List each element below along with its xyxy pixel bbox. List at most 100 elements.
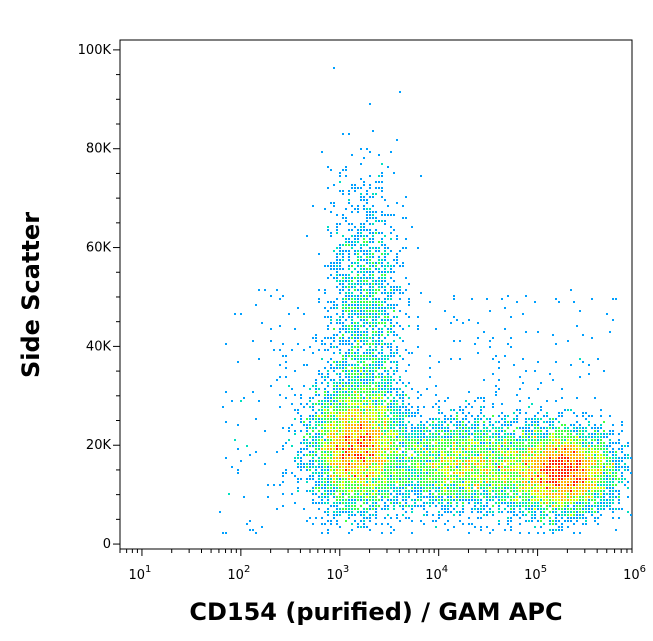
data-point <box>498 460 500 462</box>
data-point <box>531 475 533 477</box>
data-point <box>531 511 533 513</box>
data-point <box>450 478 452 480</box>
data-point <box>594 445 596 447</box>
data-point <box>303 508 305 510</box>
data-point <box>531 421 533 423</box>
data-point <box>384 370 386 372</box>
data-point <box>432 499 434 501</box>
data-point <box>363 250 365 252</box>
data-point <box>360 466 362 468</box>
data-point <box>327 478 329 480</box>
data-point <box>543 454 545 456</box>
data-point <box>507 517 509 519</box>
data-point <box>282 448 284 450</box>
x-tick-label: 106 <box>623 564 646 583</box>
data-point <box>594 427 596 429</box>
data-point <box>312 409 314 411</box>
data-point <box>360 325 362 327</box>
data-point <box>321 499 323 501</box>
data-point <box>345 292 347 294</box>
data-point <box>537 439 539 441</box>
data-point <box>543 472 545 474</box>
data-point <box>558 508 560 510</box>
data-point <box>423 430 425 432</box>
data-point <box>393 418 395 420</box>
data-point <box>609 433 611 435</box>
data-point <box>624 445 626 447</box>
data-point <box>390 532 392 534</box>
data-point <box>363 265 365 267</box>
data-point <box>321 460 323 462</box>
data-point <box>324 424 326 426</box>
data-point <box>438 481 440 483</box>
data-point <box>402 514 404 516</box>
data-point <box>360 277 362 279</box>
data-point <box>411 427 413 429</box>
data-point <box>450 415 452 417</box>
data-point <box>348 349 350 351</box>
data-point <box>330 343 332 345</box>
data-point <box>519 517 521 519</box>
data-point <box>333 394 335 396</box>
data-point <box>363 451 365 453</box>
data-point <box>549 448 551 450</box>
data-point <box>507 427 509 429</box>
data-point <box>486 490 488 492</box>
data-point <box>456 415 458 417</box>
data-point <box>357 508 359 510</box>
data-point <box>582 361 584 363</box>
data-point <box>519 478 521 480</box>
data-point <box>603 451 605 453</box>
data-point <box>336 523 338 525</box>
data-point <box>360 451 362 453</box>
data-point <box>519 466 521 468</box>
data-point <box>366 469 368 471</box>
data-point <box>333 487 335 489</box>
data-point <box>522 430 524 432</box>
data-point <box>450 490 452 492</box>
data-point <box>558 472 560 474</box>
data-point <box>399 463 401 465</box>
data-point <box>366 352 368 354</box>
data-point <box>240 460 242 462</box>
data-point <box>330 430 332 432</box>
data-point <box>441 505 443 507</box>
data-point <box>363 313 365 315</box>
data-point <box>384 424 386 426</box>
data-point <box>567 439 569 441</box>
data-point <box>429 451 431 453</box>
data-point <box>321 418 323 420</box>
y-axis-title: Side Scatter <box>17 212 45 378</box>
data-point <box>486 499 488 501</box>
data-point <box>612 511 614 513</box>
data-point <box>477 496 479 498</box>
data-point <box>408 382 410 384</box>
data-point <box>540 511 542 513</box>
data-point <box>351 394 353 396</box>
data-point <box>504 478 506 480</box>
data-point <box>594 484 596 486</box>
data-point <box>342 298 344 300</box>
data-point <box>402 475 404 477</box>
data-point <box>414 463 416 465</box>
data-point <box>444 511 446 513</box>
data-point <box>393 460 395 462</box>
data-point <box>432 427 434 429</box>
data-point <box>351 448 353 450</box>
data-point <box>492 484 494 486</box>
data-point <box>462 445 464 447</box>
data-point <box>345 418 347 420</box>
data-point <box>468 439 470 441</box>
data-point <box>525 514 527 516</box>
data-point <box>588 421 590 423</box>
data-point <box>396 481 398 483</box>
data-point <box>390 493 392 495</box>
data-point <box>489 532 491 534</box>
data-point <box>558 529 560 531</box>
data-point <box>432 463 434 465</box>
data-point <box>600 502 602 504</box>
data-point <box>309 475 311 477</box>
data-point <box>384 400 386 402</box>
data-point <box>360 427 362 429</box>
data-point <box>366 448 368 450</box>
